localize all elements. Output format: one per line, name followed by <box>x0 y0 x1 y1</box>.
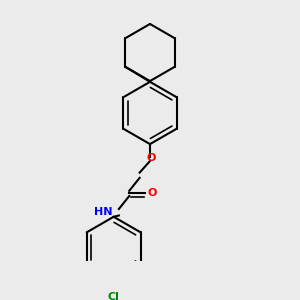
Text: O: O <box>147 153 156 164</box>
Text: HN: HN <box>94 207 112 217</box>
Text: Cl: Cl <box>108 292 120 300</box>
Text: O: O <box>147 188 157 198</box>
